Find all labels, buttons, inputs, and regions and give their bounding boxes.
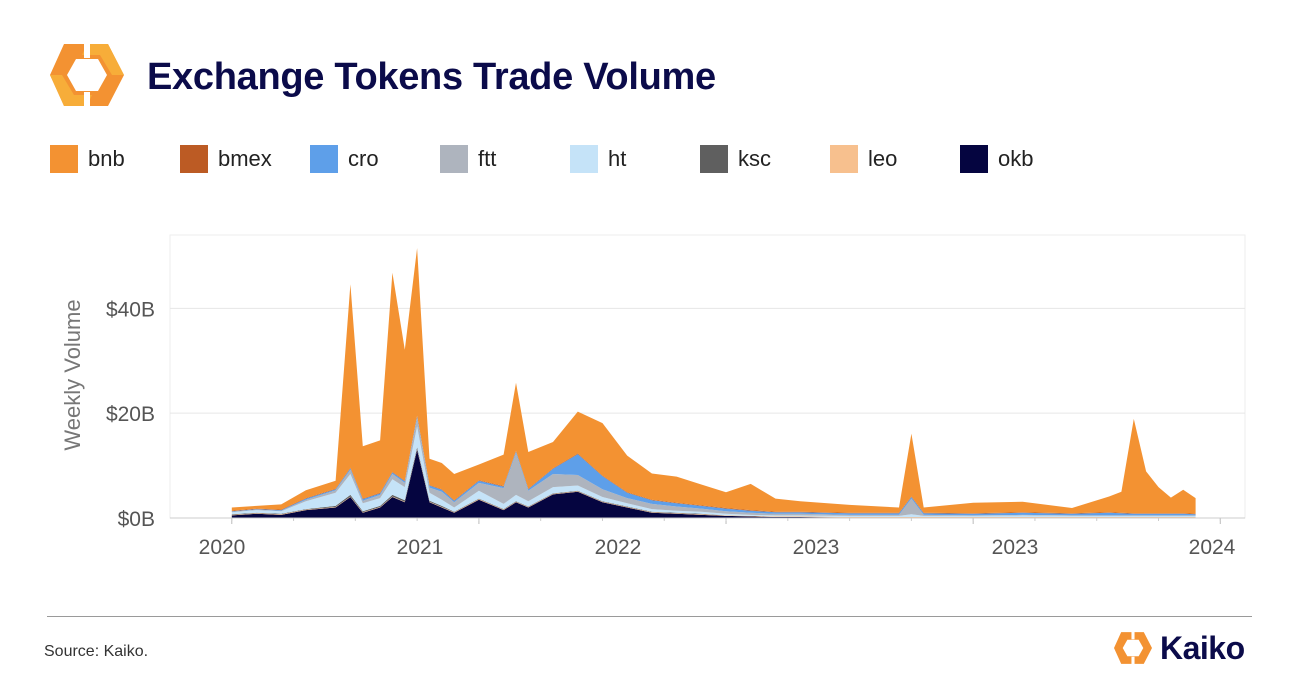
legend-swatch-ht	[570, 145, 598, 173]
x-tick-label: 2023	[793, 536, 840, 559]
legend-swatch-bmex	[180, 145, 208, 173]
legend-label-ht: ht	[608, 146, 627, 171]
area-series-okb	[231, 449, 1196, 518]
kaiko-logo-icon	[50, 42, 124, 108]
chart-legend: bnb bmex cro ftt ht ksc leo okb	[50, 145, 1150, 175]
legend-item-ksc: ksc	[700, 145, 771, 173]
x-tick-label: 2022	[595, 536, 642, 559]
area-series-bnb	[231, 248, 1196, 514]
legend-item-ht: ht	[570, 145, 626, 173]
plot-frame	[169, 234, 1246, 519]
footer-divider	[47, 616, 1252, 617]
legend-label-okb: okb	[998, 146, 1034, 171]
legend-label-ftt: ftt	[478, 146, 497, 171]
legend-swatch-cro	[310, 145, 338, 173]
legend-swatch-ftt	[440, 145, 468, 173]
y-axis-label: Weekly Volume	[60, 299, 85, 450]
x-tick-label: 2024	[1189, 536, 1236, 559]
y-tick-label: $20B	[106, 403, 155, 426]
chart-grid	[169, 234, 1246, 519]
source-note: Source: Kaiko.	[44, 643, 149, 660]
legend-item-cro: cro	[310, 145, 379, 173]
y-tick-label: $0B	[118, 508, 155, 531]
area-series-ftt	[231, 418, 1196, 516]
legend-swatch-leo	[830, 145, 858, 173]
area-series-ht	[231, 426, 1196, 517]
legend-item-leo: leo	[830, 145, 897, 173]
kaiko-logo-small-icon	[1114, 631, 1152, 665]
legend-item-bnb: bnb	[50, 145, 125, 173]
stacked-area-chart: $0B $20B $40B 2020 2021 2022 2023 2023 2024 Week…	[60, 234, 1246, 559]
legend-item-bmex: bmex	[180, 145, 272, 173]
legend-swatch-okb	[960, 145, 988, 173]
legend-label-ksc: ksc	[738, 146, 771, 171]
legend-swatch-bnb	[50, 145, 78, 173]
x-tick-label: 2021	[397, 536, 444, 559]
legend-item-okb: okb	[960, 145, 1033, 173]
legend-item-ftt: ftt	[440, 145, 496, 173]
legend-label-bmex: bmex	[218, 146, 272, 171]
chart-areas	[231, 248, 1196, 518]
kaiko-wordmark: Kaiko	[1160, 629, 1245, 666]
legend-swatch-ksc	[700, 145, 728, 173]
x-tick-label: 2020	[199, 536, 246, 559]
kaiko-brand: Kaiko	[1114, 628, 1245, 668]
chart-axes: $0B $20B $40B 2020 2021 2022 2023 2023 2024	[106, 298, 1245, 559]
page-title: Exchange Tokens Trade Volume	[147, 56, 716, 98]
x-tick-label: 2023	[992, 536, 1039, 559]
legend-label-leo: leo	[868, 146, 898, 171]
y-tick-label: $40B	[106, 298, 155, 321]
legend-label-cro: cro	[348, 146, 379, 171]
legend-label-bnb: bnb	[88, 146, 125, 171]
